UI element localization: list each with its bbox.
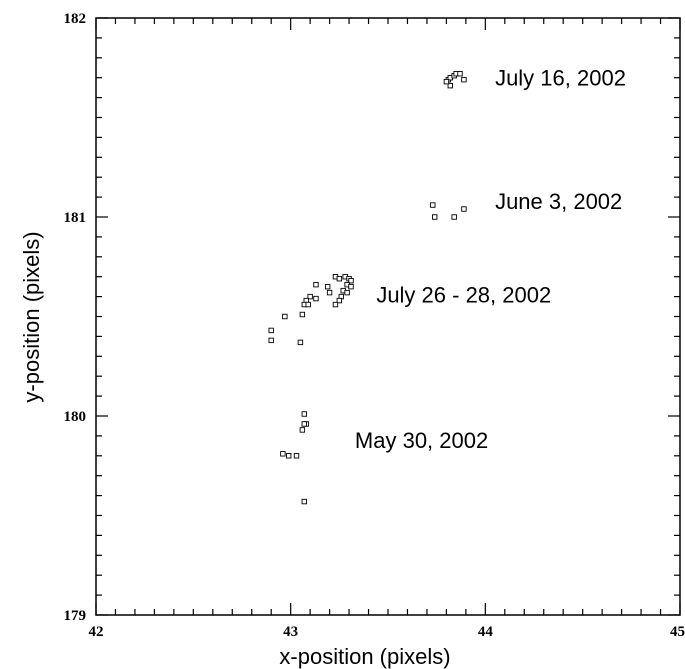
data-point [443, 78, 450, 85]
data-points [268, 71, 467, 505]
x-axis-title: x-position (pixels) [279, 644, 450, 669]
data-point [461, 206, 467, 212]
data-point [299, 311, 306, 318]
data-point [301, 411, 307, 417]
y-tick-label: 180 [64, 409, 87, 425]
data-point [336, 297, 343, 304]
x-tick-label: 45 [670, 624, 685, 640]
annotations: July 16, 2002 June 3, 2002 July 26 - 28, 2… [355, 66, 626, 453]
data-point [301, 421, 307, 427]
annotation-label: July 16, 2002 [495, 66, 626, 91]
annotation-label: May 30, 2002 [355, 428, 488, 453]
data-point [457, 71, 463, 77]
y-axis-title: y-position (pixels) [19, 231, 44, 402]
data-point [268, 337, 274, 344]
data-point [324, 283, 331, 290]
data-point [332, 301, 339, 308]
data-point [336, 275, 343, 282]
plot-frame [95, 17, 681, 616]
data-point [348, 277, 354, 284]
data-point [280, 451, 286, 457]
data-point [305, 301, 311, 308]
data-point [282, 313, 288, 320]
data-point [430, 202, 436, 208]
data-point [268, 327, 274, 334]
annotation-label: June 3, 2002 [495, 189, 622, 214]
x-tick-label: 42 [89, 624, 104, 640]
y-tick-label: 179 [64, 608, 87, 624]
data-point [286, 453, 292, 459]
plot-border [95, 17, 681, 616]
y-tick-label: 181 [64, 210, 87, 226]
data-point [326, 289, 333, 296]
data-point [348, 283, 354, 290]
annotation-label: July 26 - 28, 2002 [376, 283, 551, 308]
data-point [432, 214, 438, 220]
data-point [313, 281, 319, 288]
data-point [461, 76, 467, 83]
data-point [293, 453, 300, 459]
x-tick-label: 44 [478, 624, 494, 640]
data-point [299, 427, 306, 433]
x-tick-label: 43 [283, 624, 298, 640]
data-point [301, 498, 307, 505]
axis-ticks [95, 17, 681, 616]
data-point [313, 295, 319, 302]
data-point [344, 289, 350, 296]
data-point [307, 293, 313, 300]
data-point [451, 214, 457, 220]
tick-labels: 42 43 44 45 179 180 181 182 [64, 11, 685, 640]
data-point [297, 339, 304, 346]
data-point [447, 82, 453, 89]
y-tick-label: 182 [64, 11, 87, 27]
